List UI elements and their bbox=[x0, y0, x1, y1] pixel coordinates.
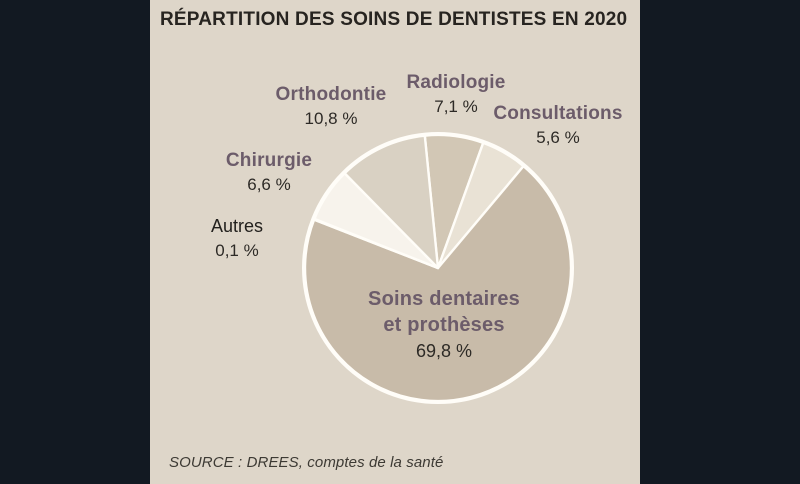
slice-name-chirurgie: Chirurgie bbox=[225, 150, 313, 171]
chart-title: RÉPARTITION DES SOINS DE DENTISTES EN 20… bbox=[160, 9, 628, 30]
pie-chart bbox=[296, 126, 580, 410]
slice-value-orthodontie: 10,8 % bbox=[304, 109, 358, 128]
slice-value-consultations: 5,6 % bbox=[536, 128, 580, 147]
slice-label-consultations: Consultations 5,6 % bbox=[493, 103, 622, 147]
slice-name-soins-dentaires: Soins dentaires et prothèses bbox=[368, 286, 520, 338]
slice-value-soins-dentaires: 69,8 % bbox=[415, 341, 473, 361]
slice-name-orthodontie: Orthodontie bbox=[275, 84, 387, 105]
slice-value-autres: 0,1 % bbox=[215, 241, 259, 260]
slice-value-chirurgie: 6,6 % bbox=[247, 175, 291, 194]
pie-svg bbox=[302, 132, 574, 404]
pie-outer-ring bbox=[302, 132, 574, 404]
slice-name-radiologie: Radiologie bbox=[406, 72, 506, 93]
slice-name-consultations: Consultations bbox=[493, 103, 623, 124]
slice-label-radiologie: Radiologie 7,1 % bbox=[406, 72, 505, 116]
slice-label-soins-dentaires: Soins dentaires et prothèses 69,8 % bbox=[368, 286, 520, 361]
chart-card: RÉPARTITION DES SOINS DE DENTISTES EN 20… bbox=[150, 0, 640, 484]
pie-slice-orthodontie bbox=[343, 134, 440, 270]
slice-name-line2: et prothèses bbox=[383, 314, 505, 336]
slice-name-autres: Autres bbox=[210, 216, 264, 236]
slice-label-orthodontie: Orthodontie 10,8 % bbox=[276, 84, 387, 128]
slice-label-autres: Autres 0,1 % bbox=[211, 216, 263, 260]
source-note: SOURCE : DREES, comptes de la santé bbox=[169, 454, 444, 471]
slice-label-chirurgie: Chirurgie 6,6 % bbox=[226, 150, 312, 194]
slice-value-radiologie: 7,1 % bbox=[434, 97, 478, 116]
slice-name-line1: Soins dentaires bbox=[368, 288, 520, 310]
pie-slice-soins bbox=[303, 164, 573, 403]
